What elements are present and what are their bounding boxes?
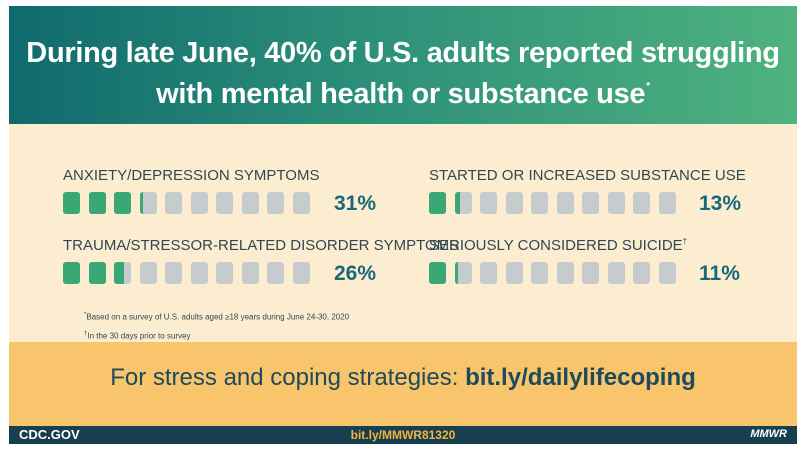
- percent-square-fill: [63, 262, 80, 284]
- percent-square-fill: [114, 192, 131, 214]
- stat-anxiety-depression: ANXIETY/DEPRESSION SYMPTOMS 31%: [63, 167, 403, 218]
- footnotes: *Based on a survey of U.S. adults aged ≥…: [84, 307, 349, 344]
- mmwr-logo: MMWR: [750, 428, 787, 440]
- percent-square: [216, 192, 233, 214]
- stat-percent: 31%: [334, 192, 377, 215]
- stat-label: SERIOUSLY CONSIDERED SUICIDE†: [429, 237, 769, 254]
- percent-square: [63, 192, 80, 214]
- percent-square: [556, 192, 574, 214]
- footnote-1-text: Based on a survey of U.S. adults aged ≥1…: [86, 312, 350, 322]
- percent-square: [190, 262, 208, 284]
- percent-square: [292, 262, 310, 284]
- percent-square-fill: [114, 262, 124, 284]
- footnote-1: *Based on a survey of U.S. adults aged ≥…: [84, 307, 349, 326]
- stat-trauma-stressor: TRAUMA/STRESSOR-RELATED DISORDER SYMPTOM…: [63, 237, 459, 288]
- percent-square: [241, 262, 259, 284]
- stat-row: 31%: [63, 192, 403, 218]
- percent-square: [658, 192, 676, 214]
- cta-lead: For stress and coping strategies:: [110, 364, 466, 391]
- percent-square: [241, 192, 259, 214]
- percent-square-fill: [63, 192, 80, 214]
- percent-square: [190, 192, 208, 214]
- percent-square-fill: [454, 192, 460, 214]
- percent-square-fill: [88, 192, 106, 214]
- footnote-1-marker: *: [84, 312, 87, 318]
- percent-square: [216, 262, 233, 284]
- percent-square: [505, 262, 523, 284]
- percent-square-fill: [88, 262, 106, 284]
- percent-square: [139, 192, 157, 214]
- percent-square-fill: [139, 192, 143, 214]
- stat-label-text: STARTED OR INCREASED SUBSTANCE USE: [429, 167, 746, 184]
- percent-square: [88, 192, 106, 214]
- percent-square: [582, 262, 599, 284]
- stat-row: 26%: [63, 262, 403, 288]
- percent-square: [165, 192, 182, 214]
- percent-square: [658, 262, 676, 284]
- percent-square-fill: [429, 192, 446, 214]
- stats-panel: ANXIETY/DEPRESSION SYMPTOMS 31% STARTED …: [9, 124, 797, 342]
- percent-square: [607, 262, 625, 284]
- percent-square: [88, 262, 106, 284]
- title-footnote-marker: *: [646, 81, 650, 92]
- percent-square: [267, 192, 284, 214]
- title-line-2-text: with mental health or substance use: [156, 78, 646, 110]
- stat-percent: 13%: [699, 192, 742, 215]
- stat-row: 11%: [429, 262, 769, 288]
- percent-square: [114, 262, 131, 284]
- coping-strategies-banner: For stress and coping strategies: bit.ly…: [9, 342, 797, 426]
- cdc-gov-link[interactable]: CDC.GOV: [19, 427, 80, 442]
- percent-square: [267, 262, 284, 284]
- percent-square: [556, 262, 574, 284]
- percent-square: [139, 262, 157, 284]
- percent-square-fill: [454, 262, 458, 284]
- coping-link[interactable]: bit.ly/dailylifecoping: [465, 364, 696, 391]
- stat-footnote-marker: †: [682, 237, 688, 246]
- footnote-2-marker: †: [84, 330, 88, 337]
- header-banner: During late June, 40% of U.S. adults rep…: [9, 6, 797, 124]
- percent-square: [531, 192, 548, 214]
- percent-square: [454, 262, 472, 284]
- stat-label: STARTED OR INCREASED SUBSTANCE USE: [429, 167, 769, 184]
- footnote-2-text: In the 30 days prior to survey: [87, 331, 191, 341]
- stat-percent: 26%: [334, 262, 377, 285]
- percent-square: [480, 262, 497, 284]
- stat-substance-use: STARTED OR INCREASED SUBSTANCE USE 13%: [429, 167, 769, 218]
- percent-square: [429, 262, 446, 284]
- stat-considered-suicide: SERIOUSLY CONSIDERED SUICIDE† 11%: [429, 237, 769, 288]
- percent-square: [633, 192, 650, 214]
- percent-square: [454, 192, 472, 214]
- percent-square: [63, 262, 80, 284]
- stat-label-text: SERIOUSLY CONSIDERED SUICIDE: [429, 237, 683, 254]
- cta-text: For stress and coping strategies: bit.ly…: [110, 364, 696, 392]
- stat-label: ANXIETY/DEPRESSION SYMPTOMS: [63, 167, 403, 184]
- footnote-2: †In the 30 days prior to survey: [84, 326, 349, 345]
- stat-label-text: ANXIETY/DEPRESSION SYMPTOMS: [63, 167, 320, 184]
- infographic: During late June, 40% of U.S. adults rep…: [9, 6, 797, 444]
- stat-label-text: TRAUMA/STRESSOR-RELATED DISORDER SYMPTOM…: [63, 237, 460, 254]
- percent-square: [633, 262, 650, 284]
- footer-bar: CDC.GOV bit.ly/MMWR81320 MMWR: [9, 426, 797, 444]
- mmwr-report-link[interactable]: bit.ly/MMWR81320: [350, 428, 456, 442]
- percent-square: [531, 262, 548, 284]
- title-line-2: with mental health or substance use*: [9, 70, 797, 111]
- percent-square-fill: [429, 262, 446, 284]
- percent-square: [114, 192, 131, 214]
- title-line-1: During late June, 40% of U.S. adults rep…: [26, 37, 780, 69]
- stat-row: 13%: [429, 192, 769, 218]
- percent-square: [292, 192, 310, 214]
- percent-square: [429, 192, 446, 214]
- percent-square: [480, 192, 497, 214]
- stat-percent: 11%: [699, 262, 740, 285]
- percent-square: [582, 192, 599, 214]
- stat-label: TRAUMA/STRESSOR-RELATED DISORDER SYMPTOM…: [63, 237, 459, 254]
- percent-square: [505, 192, 523, 214]
- percent-square: [165, 262, 182, 284]
- percent-square: [607, 192, 625, 214]
